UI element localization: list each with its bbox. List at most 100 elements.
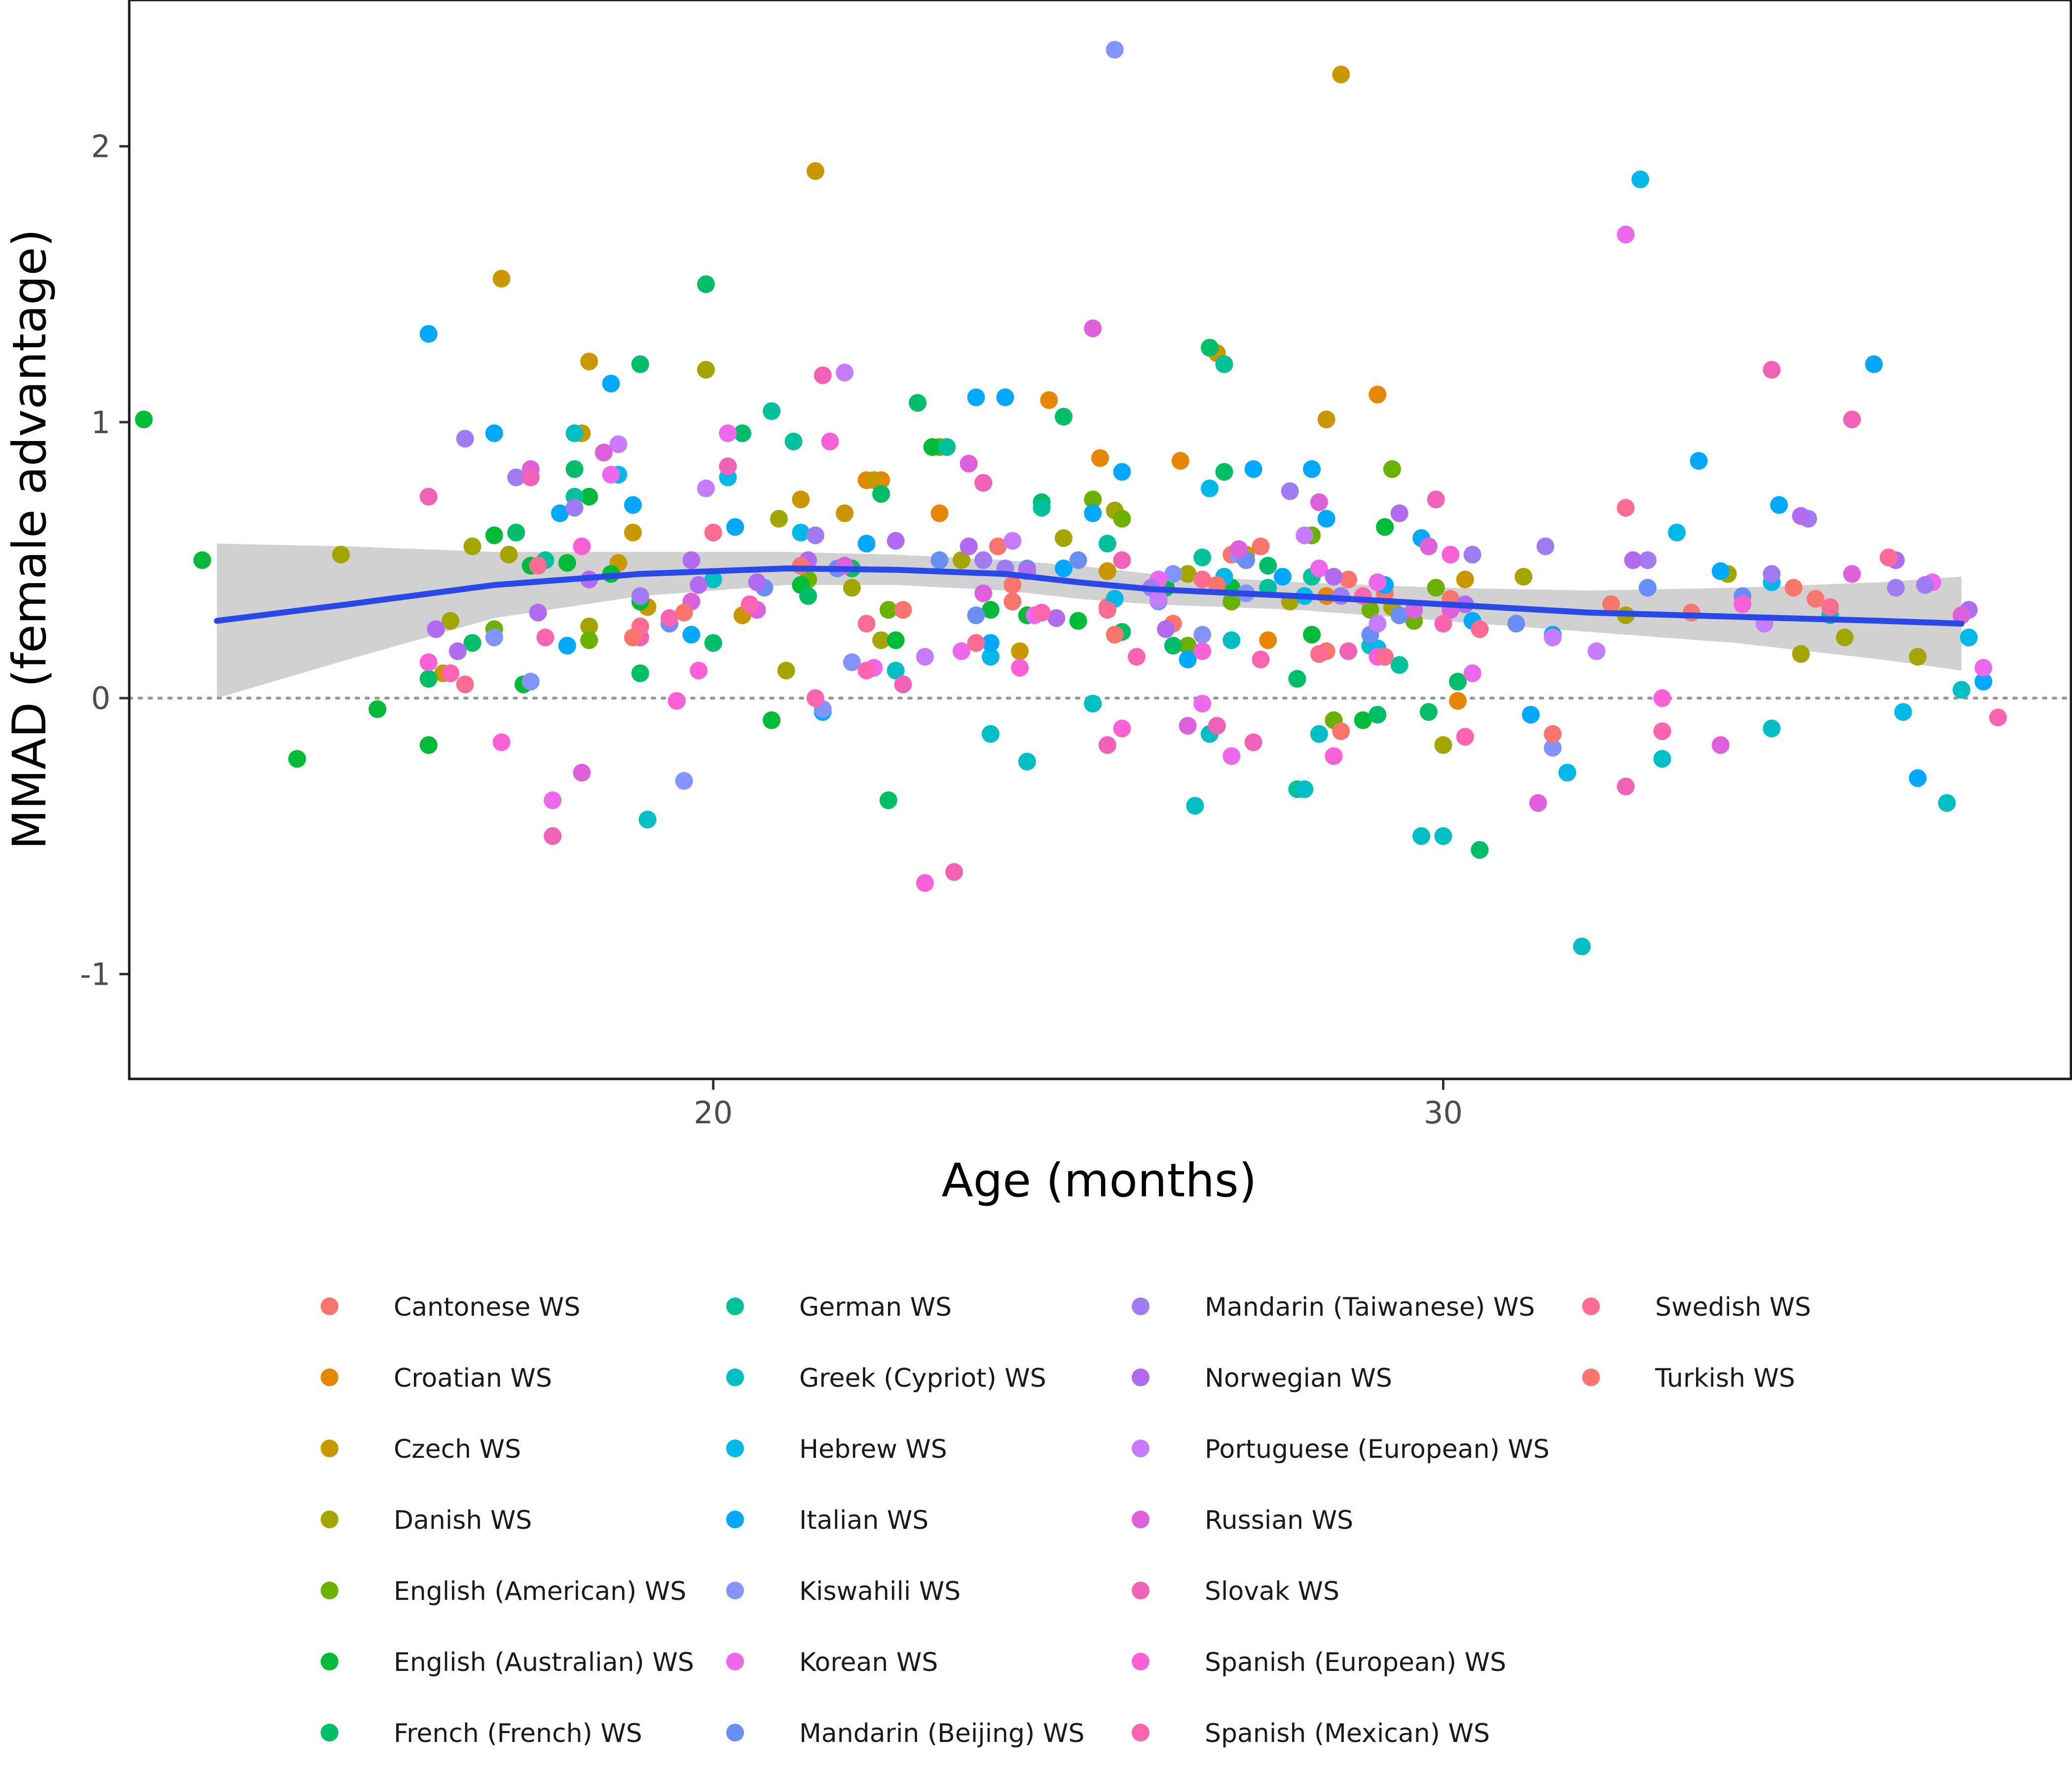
data-point: [1463, 664, 1481, 682]
legend-key: [726, 1724, 744, 1741]
data-point: [1193, 642, 1212, 660]
data-point: [763, 402, 781, 420]
data-point: [967, 634, 985, 652]
legend-label: Greek (Cypriot) WS: [799, 1364, 1046, 1393]
legend-key: [1582, 1369, 1600, 1386]
data-point: [930, 551, 949, 569]
legend-label: Norwegian WS: [1205, 1364, 1392, 1393]
data-point: [1295, 526, 1314, 545]
data-point: [843, 579, 861, 597]
data-point: [704, 523, 722, 542]
legend-label: Cantonese WS: [394, 1293, 580, 1322]
data-point: [485, 526, 503, 545]
legend-key: [321, 1582, 338, 1599]
data-point: [690, 576, 708, 594]
legend-label: Swedish WS: [1655, 1293, 1811, 1322]
data-point: [1310, 645, 1328, 663]
data-point: [1938, 794, 1956, 812]
data-point: [1544, 725, 1562, 743]
data-point: [923, 438, 941, 456]
data-point: [1887, 579, 1905, 597]
legend-key: [726, 1369, 744, 1386]
data-point: [792, 523, 810, 542]
data-point: [1040, 391, 1058, 409]
plot-frame: [128, 0, 2072, 1080]
data-point: [448, 642, 467, 660]
data-point: [529, 556, 547, 575]
data-point: [551, 504, 569, 522]
data-point: [1310, 493, 1328, 511]
data-point: [1763, 565, 1781, 583]
data-point: [894, 675, 912, 694]
data-point: [1208, 717, 1226, 735]
data-point: [1784, 579, 1803, 597]
data-point: [1164, 636, 1182, 655]
data-point: [1617, 777, 1635, 796]
data-point: [1339, 642, 1358, 660]
legend-label: French (French) WS: [394, 1719, 642, 1748]
data-point: [1011, 642, 1029, 660]
legend-label: Kiswahili WS: [799, 1577, 961, 1606]
data-point: [1201, 480, 1219, 497]
legend-label: English (American) WS: [394, 1577, 686, 1606]
data-point: [1544, 739, 1562, 757]
data-point: [974, 551, 993, 569]
legend-label: Czech WS: [394, 1435, 521, 1464]
data-point: [836, 504, 854, 522]
data-point: [419, 670, 438, 688]
data-point: [1003, 576, 1022, 594]
data-point: [909, 394, 927, 412]
data-point: [1325, 747, 1343, 765]
data-point: [1507, 615, 1525, 633]
data-point: [1390, 656, 1408, 674]
data-point: [1252, 537, 1270, 555]
data-point: [836, 364, 854, 382]
data-point: [697, 480, 715, 497]
data-point: [982, 601, 999, 619]
data-point: [887, 532, 905, 550]
data-point: [1098, 736, 1116, 754]
data-point: [419, 736, 438, 754]
data-point: [1215, 355, 1233, 373]
data-point: [1259, 556, 1277, 575]
data-point: [799, 587, 817, 605]
data-point: [982, 648, 999, 666]
data-point: [938, 438, 956, 456]
data-point: [690, 662, 708, 680]
data-point: [894, 601, 912, 619]
data-point: [726, 518, 744, 536]
data-point: [631, 664, 649, 682]
data-point: [1807, 590, 1825, 608]
data-point: [1456, 728, 1474, 746]
data-point: [1113, 551, 1131, 569]
legend-key: [321, 1653, 338, 1670]
legend-key: [726, 1582, 744, 1599]
data-point: [1770, 496, 1788, 514]
data-point: [1003, 592, 1022, 611]
data-point: [1369, 705, 1387, 724]
data-point: [857, 662, 876, 680]
data-point: [967, 388, 985, 407]
data-point: [1069, 551, 1087, 569]
data-point: [1084, 490, 1102, 509]
data-point: [1084, 695, 1102, 713]
series-turkish-ws: [624, 556, 1562, 743]
data-point: [982, 634, 999, 652]
data-point: [1106, 626, 1124, 644]
data-point: [1055, 529, 1073, 547]
data-point: [1084, 504, 1102, 522]
data-point: [1149, 590, 1168, 608]
data-point: [1113, 463, 1131, 481]
data-point: [675, 772, 693, 790]
data-point: [952, 642, 970, 660]
data-point: [1792, 645, 1810, 663]
legend: Cantonese WS Croatian WS Czech WS Danish WS…: [321, 1293, 1811, 1748]
data-point: [1201, 338, 1219, 357]
data-point: [1332, 722, 1350, 740]
data-point: [1529, 794, 1547, 812]
data-point: [456, 675, 474, 694]
data-point: [806, 526, 824, 545]
data-point: [1222, 592, 1241, 611]
data-point: [1390, 606, 1408, 625]
data-point: [521, 468, 540, 486]
